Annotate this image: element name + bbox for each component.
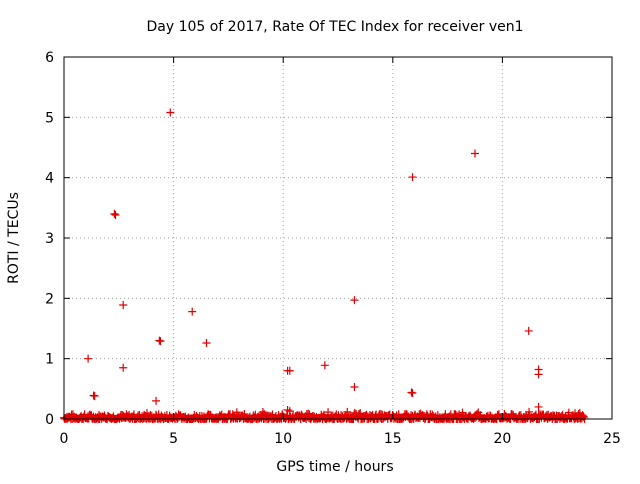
data-point (202, 338, 211, 347)
chart-title: Day 105 of 2017, Rate Of TEC Index for r… (146, 19, 523, 35)
data-points (84, 108, 543, 416)
y-tick-label: 6 (45, 50, 54, 66)
data-point (111, 211, 120, 220)
data-point (407, 388, 416, 397)
data-point (408, 389, 417, 398)
band-point (455, 410, 464, 419)
data-point (471, 149, 479, 158)
y-tick-label: 5 (45, 110, 54, 126)
data-point (90, 392, 99, 401)
y-axis-ticks: 0 1 2 3 4 5 6 (45, 50, 612, 428)
data-point (188, 307, 197, 316)
data-point (119, 363, 128, 372)
band-point (578, 411, 587, 420)
band-point (564, 408, 573, 417)
data-point (534, 402, 543, 411)
x-tick-label: 20 (493, 431, 511, 447)
band-point (86, 410, 95, 419)
y-tick-label: 0 (45, 412, 54, 428)
band-point (573, 413, 582, 422)
y-tick-label: 2 (45, 291, 54, 307)
x-tick-label: 15 (384, 431, 402, 447)
plot-frame (63, 56, 613, 420)
grid (64, 57, 612, 419)
x-tick-label: 0 (60, 431, 69, 447)
band-point (324, 408, 333, 417)
band-point (304, 409, 313, 418)
data-point (350, 383, 359, 392)
y-axis-label: ROTI / TECUs (6, 192, 22, 284)
data-point (156, 337, 165, 346)
data-point (152, 396, 161, 405)
x-axis-ticks: 0 5 10 15 20 25 (60, 57, 621, 447)
band-point (525, 407, 534, 416)
x-tick-label: 10 (274, 431, 292, 447)
x-tick-label: 25 (603, 431, 621, 447)
data-point (320, 361, 329, 370)
y-tick-label: 1 (45, 352, 54, 368)
data-point (110, 209, 119, 218)
x-axis-label: GPS time / hours (276, 459, 393, 475)
data-point (155, 336, 164, 345)
data-point (89, 391, 98, 400)
band-point (240, 410, 249, 419)
data-point (84, 354, 93, 363)
y-tick-label: 3 (45, 231, 54, 247)
baseline-band (60, 407, 589, 423)
data-point (166, 108, 175, 117)
data-point (119, 300, 128, 309)
band-point (343, 407, 352, 416)
data-point (285, 366, 294, 375)
data-point (534, 370, 543, 379)
band-point (579, 413, 588, 422)
data-point (285, 407, 294, 416)
x-tick-label: 5 (169, 431, 178, 447)
data-point (408, 173, 417, 182)
y-tick-label: 4 (45, 171, 54, 187)
data-point (524, 326, 533, 335)
data-point (350, 296, 359, 305)
